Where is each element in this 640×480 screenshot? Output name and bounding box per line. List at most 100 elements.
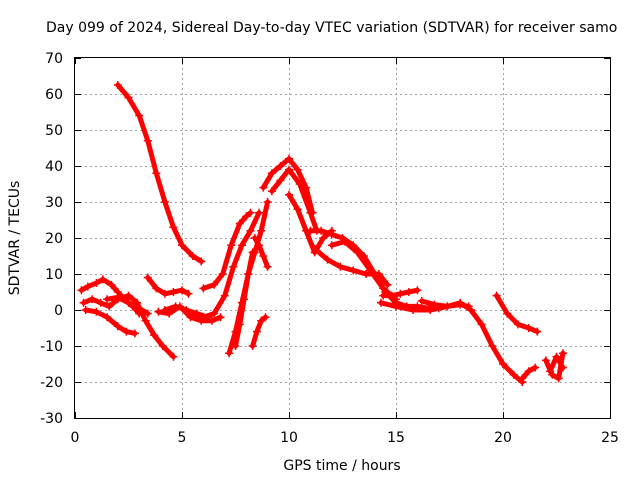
data-point-marker <box>383 280 392 289</box>
data-point-marker <box>171 302 180 311</box>
data-point-marker <box>81 306 90 314</box>
y-tick-label: 30 <box>45 195 63 211</box>
data-point-marker <box>306 226 315 235</box>
data-point-marker <box>248 342 257 350</box>
series-arc-19 <box>310 244 392 289</box>
data-point-marker <box>295 180 304 188</box>
data-point-marker <box>319 234 328 242</box>
data-point-marker <box>257 226 266 235</box>
data-point-marker <box>267 187 276 196</box>
series-arc-23 <box>417 297 473 311</box>
data-point-marker <box>362 270 371 278</box>
data-point-marker <box>417 297 426 305</box>
data-point-marker <box>558 363 567 372</box>
data-point-marker <box>235 219 244 228</box>
data-point-marker <box>122 327 131 336</box>
x-tick-label: 5 <box>178 430 187 446</box>
data-point-marker <box>218 270 227 278</box>
data-point-marker <box>169 223 178 232</box>
series-line <box>115 82 204 264</box>
data-point-marker <box>404 288 413 296</box>
series-line <box>250 314 268 349</box>
data-point-marker <box>225 349 234 358</box>
series-line <box>329 239 399 302</box>
data-point-marker <box>178 241 186 250</box>
x-tick-label: 15 <box>387 430 405 446</box>
data-point-marker <box>96 298 105 307</box>
data-point-marker <box>488 342 497 350</box>
series-arc-24 <box>518 363 540 383</box>
data-point-marker <box>141 316 150 325</box>
data-point-marker <box>216 313 225 322</box>
y-tick-label: -10 <box>40 339 63 355</box>
data-point-marker <box>430 300 439 309</box>
series-arc-5 <box>103 293 152 318</box>
data-point-marker <box>242 212 251 221</box>
data-point-marker <box>524 367 533 376</box>
data-point-marker <box>293 205 302 214</box>
data-point-marker <box>169 352 178 361</box>
x-tick-label: 20 <box>494 430 512 446</box>
data-point-marker <box>310 244 319 253</box>
series-arc-21 <box>379 286 422 300</box>
data-point-marker <box>552 352 561 361</box>
data-point-marker <box>152 169 161 178</box>
data-point-marker <box>88 295 97 304</box>
data-point-marker <box>199 284 208 293</box>
data-point-marker <box>518 374 527 383</box>
data-point-marker <box>107 280 116 289</box>
series-arc-13 <box>248 313 270 350</box>
data-point-marker <box>103 295 112 304</box>
y-tick-label: -20 <box>40 375 63 391</box>
x-tick-label: 10 <box>280 430 298 446</box>
data-point-marker <box>558 349 567 358</box>
series-arc-10 <box>188 208 264 322</box>
y-tick-label: 10 <box>45 267 63 283</box>
data-point-marker <box>255 241 264 250</box>
data-point-marker <box>113 81 122 89</box>
data-point-marker <box>79 298 88 307</box>
data-point-marker <box>188 309 197 318</box>
data-point-marker <box>267 169 276 178</box>
data-point-marker <box>366 266 375 275</box>
data-point-marker <box>255 208 264 217</box>
data-point-marker <box>285 165 293 174</box>
series-line <box>286 192 335 255</box>
data-point-marker <box>541 356 550 365</box>
series-arc-25 <box>492 291 542 336</box>
data-point-marker <box>227 241 236 250</box>
data-point-marker <box>327 241 336 250</box>
data-point-marker <box>113 322 122 331</box>
data-point-marker <box>197 257 206 266</box>
data-point-marker <box>248 248 257 257</box>
data-point-marker <box>152 284 161 293</box>
data-point-marker <box>259 252 268 260</box>
y-tick-label: 70 <box>45 51 63 67</box>
data-point-marker <box>285 190 293 199</box>
data-point-marker <box>327 230 336 239</box>
data-point-marker <box>130 329 139 338</box>
data-point-marker <box>169 288 178 296</box>
data-point-marker <box>263 198 272 206</box>
data-point-marker <box>231 342 240 350</box>
series-arc-14 <box>250 234 272 271</box>
data-point-marker <box>323 255 332 264</box>
data-point-marker <box>353 248 362 257</box>
data-point-marker <box>207 316 216 325</box>
data-point-marker <box>184 289 193 298</box>
data-point-marker <box>154 307 163 316</box>
data-point-marker <box>531 363 540 372</box>
data-point-marker <box>524 324 533 332</box>
data-point-marker <box>533 327 542 336</box>
data-point-marker <box>244 270 253 278</box>
data-point-marker <box>257 316 266 325</box>
data-point-marker <box>229 262 238 271</box>
data-point-marker <box>199 313 208 322</box>
data-series-group <box>77 81 567 386</box>
y-tick-label: -30 <box>40 411 63 427</box>
data-point-marker <box>237 241 246 250</box>
data-point-marker <box>246 226 255 235</box>
data-point-marker <box>263 262 272 271</box>
y-tick-label: 20 <box>45 231 63 247</box>
data-point-marker <box>246 208 255 217</box>
